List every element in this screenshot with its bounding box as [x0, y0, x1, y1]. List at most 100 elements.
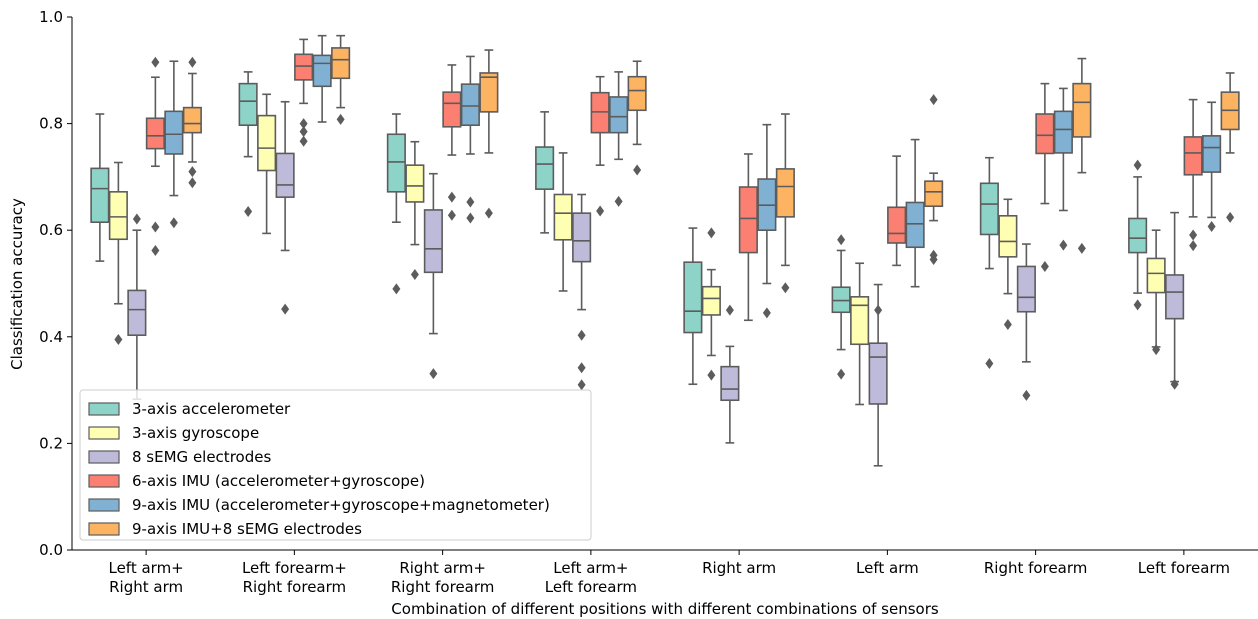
x-tick-label: Right forearm — [243, 578, 347, 596]
outlier-point — [114, 333, 123, 345]
box-iqr — [331, 47, 351, 80]
box-iqr — [572, 212, 592, 263]
box-2-1 — [405, 140, 425, 280]
box-2-2 — [423, 172, 443, 380]
box-6-0 — [979, 156, 999, 369]
outlier-point — [707, 369, 716, 381]
box-2-5 — [479, 49, 499, 219]
box-iqr — [738, 186, 758, 254]
box-3-3 — [590, 75, 610, 217]
outlier-point — [1059, 239, 1068, 251]
y-tick-label: 0.4 — [39, 328, 63, 346]
legend-swatch — [88, 402, 120, 416]
x-axis-label: Combination of different positions with … — [391, 600, 939, 618]
outlier-point — [781, 282, 790, 294]
outlier-point — [1207, 220, 1216, 232]
box-3-2 — [572, 193, 592, 391]
outlier-point — [299, 118, 308, 130]
x-tick-label: Right arm — [702, 559, 776, 577]
box-iqr — [386, 133, 406, 193]
legend-frame — [79, 389, 592, 541]
box-7-1 — [1146, 229, 1166, 356]
box-4-2 — [720, 304, 740, 444]
outlier-point — [466, 212, 475, 224]
box-1-1 — [257, 93, 277, 235]
box-iqr — [145, 117, 165, 150]
outlier-point — [466, 196, 475, 208]
box-iqr — [683, 261, 703, 334]
y-tick-label: 0.8 — [39, 115, 63, 133]
box-iqr — [127, 289, 147, 337]
box-5-0 — [831, 234, 851, 380]
outlier-point — [1077, 242, 1086, 254]
box-iqr — [405, 164, 425, 203]
box-1-2 — [275, 100, 295, 315]
box-4-1 — [701, 227, 721, 381]
outlier-point — [1040, 260, 1049, 272]
box-iqr — [479, 72, 499, 113]
outlier-point — [614, 195, 623, 207]
box-iqr — [238, 82, 258, 126]
x-tick-label: Left arm — [856, 559, 919, 577]
box-iqr — [1072, 82, 1092, 138]
box-iqr — [701, 285, 721, 316]
box-iqr — [979, 182, 999, 236]
box-4-5 — [775, 113, 795, 294]
box-iqr — [1053, 110, 1073, 154]
outlier-point — [837, 234, 846, 246]
box-7-3 — [1183, 98, 1203, 252]
legend-label: 3-axis gyroscope — [132, 424, 259, 442]
outlier-point — [837, 368, 846, 380]
legend-swatch — [88, 474, 120, 488]
outlier-point — [447, 209, 456, 221]
outlier-point — [281, 303, 290, 315]
x-tick-label: Left forearm — [545, 578, 637, 596]
outlier-point — [244, 206, 253, 218]
y-tick-label: 0.2 — [39, 434, 63, 452]
box-iqr — [887, 206, 907, 244]
box-5-2 — [868, 283, 888, 467]
box-iqr — [1035, 113, 1055, 155]
box-1-0 — [238, 71, 258, 218]
axes-layer — [71, 17, 1258, 551]
box-7-0 — [1128, 159, 1148, 311]
box-0-4 — [164, 60, 184, 229]
box-0-1 — [108, 161, 128, 345]
box-iqr — [182, 106, 202, 134]
box-0-3 — [145, 56, 165, 256]
legend-swatch — [88, 522, 120, 536]
x-tick-label: Left forearm+ — [242, 559, 347, 577]
legend-entry: 3-axis gyroscope — [88, 424, 259, 442]
x-tick-label: Left arm+ — [553, 559, 628, 577]
x-tick-label: Right forearm — [984, 559, 1088, 577]
box-iqr — [850, 296, 870, 346]
outlier-point — [1170, 378, 1179, 390]
box-iqr — [609, 96, 629, 134]
box-3-5 — [627, 60, 647, 176]
box-iqr — [905, 201, 925, 249]
legend: 3-axis accelerometer 3-axis gyroscope 8 sE… — [79, 389, 592, 541]
box-iqr — [275, 152, 295, 198]
outlier-point — [299, 126, 308, 138]
box-iqr — [164, 110, 184, 155]
box-3-4 — [609, 71, 629, 207]
outlier-point — [874, 304, 883, 316]
boxes-layer — [90, 34, 1240, 467]
outlier-point — [1022, 389, 1031, 401]
legend-label: 9-axis IMU+8 sEMG electrodes — [132, 520, 362, 538]
box-iqr — [720, 365, 740, 402]
box-6-5 — [1072, 57, 1092, 254]
outlier-point — [1152, 344, 1161, 356]
legend-label: 3-axis accelerometer — [132, 400, 291, 418]
box-iqr — [257, 114, 277, 172]
outlier-point — [484, 207, 493, 219]
box-iqr — [535, 146, 555, 190]
outlier-point — [1003, 319, 1012, 331]
box-5-3 — [887, 155, 907, 267]
box-7-2 — [1165, 211, 1185, 390]
box-0-2 — [127, 213, 147, 400]
outlier-point — [707, 227, 716, 239]
outlier-point — [633, 164, 642, 176]
outlier-point — [985, 357, 994, 369]
